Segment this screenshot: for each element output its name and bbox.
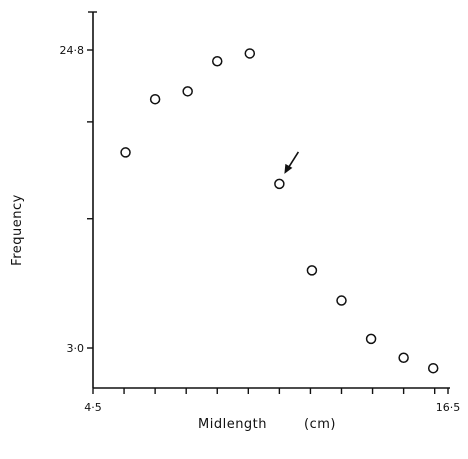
x-axis-unit: (cm) <box>304 417 336 432</box>
data-point <box>212 55 223 67</box>
data-point <box>365 333 377 345</box>
data-points <box>120 48 439 374</box>
annotations <box>284 151 300 174</box>
axes <box>88 11 450 389</box>
data-point <box>120 147 131 158</box>
arrow-head <box>284 163 293 174</box>
data-point <box>149 93 161 105</box>
x-axis-label: Midlength <box>198 417 267 432</box>
data-point <box>182 86 193 97</box>
x-tick-label: 16·5 <box>436 401 461 414</box>
x-tick-label: 4·5 <box>84 401 102 414</box>
data-point <box>427 362 439 374</box>
data-point <box>274 178 285 190</box>
data-point <box>306 265 318 276</box>
data-point <box>244 48 256 59</box>
data-point <box>336 295 347 306</box>
data-point <box>398 352 409 363</box>
y-tick-label: 3·0 <box>67 342 85 355</box>
y-axis-label: Frequency <box>10 194 25 266</box>
y-tick-label: 24·8 <box>60 44 85 57</box>
ticks: 3·0 24·8 4·5 16·5 <box>60 44 461 414</box>
